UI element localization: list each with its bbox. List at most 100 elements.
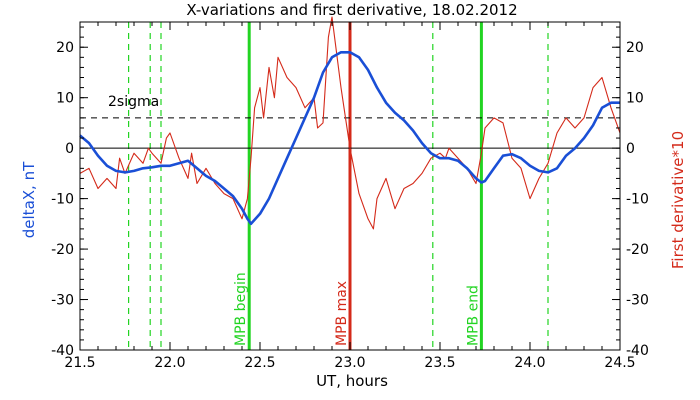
vline-label-4: MPB max	[334, 281, 350, 346]
series-1-point-65	[547, 163, 548, 164]
series-0-point-40	[430, 153, 431, 154]
y-left-tick-label-1: 10	[56, 91, 74, 107]
series-1-point-69	[583, 117, 584, 118]
chart-title: X-variations and first derivative, 18.02…	[186, 1, 517, 19]
annotation-labels: MPB begin MPB max MPB end 2sigma	[108, 94, 481, 346]
y-right-tick-label-1: 10	[626, 91, 644, 107]
series-1-point-72	[610, 107, 611, 108]
series-1-point-48	[412, 183, 413, 184]
y-right-tick-label-5: -30	[626, 293, 649, 309]
series-1-point-24	[250, 158, 251, 159]
y-left-tick-label-5: -30	[51, 293, 74, 309]
series-1-point-14	[178, 158, 179, 159]
series-1-point-32	[295, 87, 296, 88]
series-0-point-23	[277, 178, 278, 179]
series-0-point-41	[439, 158, 440, 159]
y-right-tick-label-2: 0	[626, 141, 635, 157]
x-tick-label-1: 22.0	[154, 355, 185, 371]
series-1-point-1	[88, 168, 89, 169]
y-left-tick-label-4: -20	[51, 242, 74, 258]
series-1-point-57	[481, 153, 482, 154]
series-0-point-33	[367, 69, 368, 70]
y-right-tick-label-4: -20	[626, 242, 649, 258]
series-0-point-19	[247, 218, 248, 219]
series-0-point-5	[124, 172, 125, 173]
series-0-point-7	[142, 168, 143, 169]
series-1-point-10	[151, 153, 152, 154]
series-1-point-61	[511, 158, 512, 159]
series-0-point-51	[520, 158, 521, 159]
series-0-point-48	[493, 168, 494, 169]
series-1-point-27	[263, 117, 264, 118]
series-1-point-5	[119, 158, 120, 159]
series-1-point-45	[385, 178, 386, 179]
series-0-point-30	[340, 52, 341, 53]
series-1-point-28	[268, 67, 269, 68]
series-1-point-67	[565, 117, 566, 118]
series-0-point-56	[565, 155, 566, 156]
series-1-point-49	[421, 173, 422, 174]
y-right-tick-label-3: -10	[626, 192, 649, 208]
series-1-point-71	[601, 77, 602, 78]
series-0-point-10	[169, 165, 170, 166]
y-left-tick-label-6: -40	[51, 343, 74, 359]
series-0-point-46	[481, 182, 482, 183]
series-0-point-52	[529, 165, 530, 166]
series-1-point-12	[166, 137, 167, 138]
series-0-point-47	[484, 180, 485, 181]
series-0-point-39	[421, 143, 422, 144]
series-1-point-2	[97, 188, 98, 189]
series-0-point-18	[241, 208, 242, 209]
series-1-point-60	[502, 122, 503, 123]
series-0-point-26	[304, 117, 305, 118]
series-0-point-36	[394, 112, 395, 113]
x-tick-label-3: 23.0	[334, 355, 365, 371]
series-1-point-43	[373, 228, 374, 229]
marker-lines	[128, 22, 549, 350]
y-axis-left-title: deltaX, nT	[20, 161, 38, 238]
series-0-point-50	[511, 154, 512, 155]
axis-ticks: 21.5 22.0 22.5 23.0 23.5 24.0 24.5 20 10 0 -10 -20 -…	[51, 22, 649, 371]
series-1-point-11	[160, 163, 161, 164]
series-1-point-15	[187, 178, 188, 179]
series-0-point-4	[115, 170, 116, 171]
y-left-tick-label-3: -10	[51, 192, 74, 208]
series-1-point-20	[223, 193, 224, 194]
series-0-point-3	[106, 165, 107, 166]
series-1-point-30	[277, 57, 278, 58]
series-0-point-17	[232, 195, 233, 196]
x-tick-label-2: 22.5	[244, 355, 275, 371]
series-1-point-4	[115, 188, 116, 189]
series-1-point-22	[241, 218, 242, 219]
series-1-point-44	[376, 198, 377, 199]
series-1-point-16	[191, 153, 192, 154]
x-tick-label-0: 21.5	[64, 355, 95, 371]
series-1-point-26	[259, 87, 260, 88]
vline-label-6: MPB end	[465, 285, 481, 346]
series-0-point-14	[205, 175, 206, 176]
y-right-tick-label-0: 20	[626, 40, 644, 56]
series-1-point-42	[367, 218, 368, 219]
y-left-tick-label-2: 0	[65, 141, 74, 157]
series-1-point-35	[317, 127, 318, 128]
series-1-point-29	[274, 97, 275, 98]
y-left-tick-label-0: 20	[56, 40, 74, 56]
series-0-point-27	[313, 97, 314, 98]
series-1-point-51	[439, 153, 440, 154]
series-0-point-6	[133, 170, 134, 171]
series-1-point-54	[457, 158, 458, 159]
series-0-point-61	[610, 102, 611, 103]
series-0-point-2	[97, 155, 98, 156]
series-0-point-25	[295, 137, 296, 138]
series-0-point-45	[475, 178, 476, 179]
x-tick-label-6: 24.5	[604, 355, 635, 371]
series-1-point-70	[592, 87, 593, 88]
series-0-point-42	[448, 158, 449, 159]
series-0-point-16	[223, 188, 224, 189]
series-0-point-9	[160, 165, 161, 166]
series-0-point-59	[592, 125, 593, 126]
series-0-point-57	[574, 148, 575, 149]
series-1-point-8	[142, 163, 143, 164]
series-1-point-66	[556, 132, 557, 133]
